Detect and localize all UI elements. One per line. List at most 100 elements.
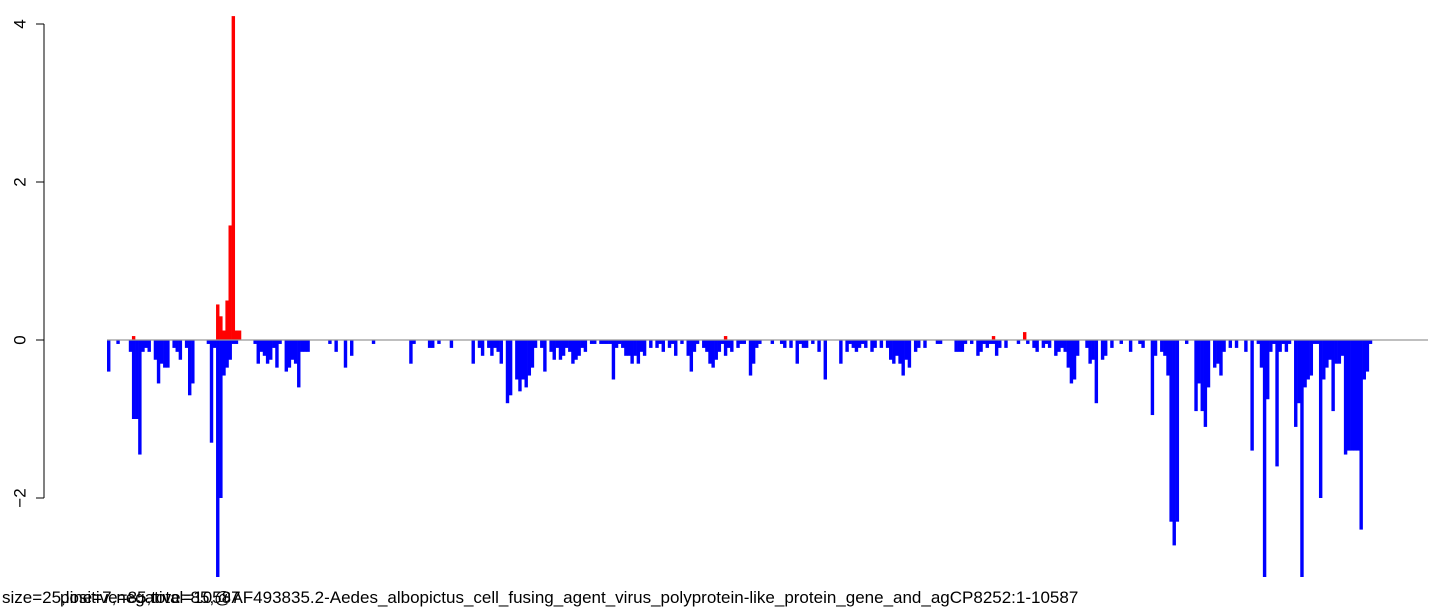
negative-bar bbox=[147, 340, 151, 352]
negative-bar bbox=[957, 340, 961, 352]
negative-bar bbox=[259, 340, 264, 352]
negative-bar bbox=[427, 340, 432, 348]
negative-bar bbox=[216, 340, 220, 577]
negative-bar bbox=[1004, 340, 1008, 348]
negative-bar bbox=[1100, 340, 1105, 360]
negative-bar bbox=[795, 340, 799, 364]
negative-bar bbox=[540, 340, 544, 348]
negative-bar bbox=[159, 340, 164, 364]
negative-bar bbox=[1259, 340, 1264, 368]
negative-bar bbox=[184, 340, 189, 348]
negative-bar bbox=[1032, 340, 1036, 348]
negative-bar bbox=[1138, 340, 1142, 344]
negative-bar bbox=[265, 340, 270, 364]
negative-bar bbox=[518, 340, 522, 392]
negative-bar bbox=[1318, 340, 1323, 498]
negative-bar bbox=[1265, 340, 1270, 400]
negative-bar bbox=[614, 340, 619, 348]
negative-bar bbox=[212, 340, 217, 348]
negative-bar bbox=[343, 340, 348, 368]
negative-bar bbox=[350, 340, 354, 356]
negative-bar bbox=[1088, 340, 1092, 364]
negative-bar bbox=[1197, 340, 1201, 384]
negative-bar bbox=[228, 340, 232, 360]
negative-bar bbox=[524, 340, 528, 388]
y-axis: −2 0 2 4 bbox=[11, 19, 45, 508]
negative-bar bbox=[770, 340, 775, 344]
negative-bar bbox=[328, 340, 332, 344]
positive-bar bbox=[1022, 332, 1027, 340]
negative-bar bbox=[1368, 340, 1373, 344]
negative-bar bbox=[1353, 340, 1357, 451]
negative-bar bbox=[1057, 340, 1061, 352]
negative-bar bbox=[275, 340, 279, 368]
negative-bar bbox=[1054, 340, 1058, 356]
positive-bar bbox=[228, 225, 232, 340]
negative-bar bbox=[621, 340, 625, 348]
negative-bar bbox=[686, 340, 690, 356]
negative-bar bbox=[1275, 340, 1279, 467]
negative-bar bbox=[1234, 340, 1239, 348]
negative-bar bbox=[627, 340, 631, 356]
negative-bar bbox=[960, 340, 965, 352]
negative-bar bbox=[817, 340, 821, 352]
negative-bar bbox=[552, 340, 556, 360]
negative-bar bbox=[658, 340, 662, 344]
negative-bar bbox=[755, 340, 759, 348]
negative-bars bbox=[107, 340, 1373, 577]
negative-bar bbox=[994, 340, 999, 356]
negative-bar bbox=[904, 340, 908, 360]
negative-bar bbox=[515, 340, 519, 380]
x-axis-label-overlap: positive=85,total=10587 bbox=[60, 588, 241, 607]
negative-bar bbox=[605, 340, 609, 344]
negative-bar bbox=[1347, 340, 1351, 451]
negative-bar bbox=[577, 340, 581, 356]
negative-bar bbox=[860, 340, 865, 344]
negative-bar bbox=[1047, 340, 1052, 348]
negative-bar bbox=[602, 340, 606, 344]
negative-bar bbox=[306, 340, 310, 352]
negative-bar bbox=[895, 340, 899, 356]
negative-bar bbox=[437, 340, 441, 344]
negative-bar bbox=[549, 340, 553, 352]
negative-bar bbox=[1340, 340, 1345, 356]
negative-bar bbox=[1213, 340, 1217, 368]
negative-bar bbox=[527, 340, 532, 376]
negative-bar bbox=[717, 340, 722, 352]
negative-bar bbox=[642, 340, 647, 356]
negative-bar bbox=[564, 340, 569, 348]
negative-bar bbox=[917, 340, 921, 348]
negative-bar bbox=[674, 340, 678, 356]
negative-bar bbox=[1250, 340, 1254, 451]
negative-bar bbox=[1072, 340, 1077, 380]
negative-bar bbox=[1075, 340, 1080, 356]
negative-bar bbox=[131, 340, 136, 419]
negative-bar bbox=[1343, 340, 1348, 455]
positive-bars bbox=[131, 16, 1027, 340]
negative-bar bbox=[297, 340, 301, 388]
negative-bar bbox=[555, 340, 560, 348]
negative-bar bbox=[206, 340, 211, 344]
negative-bar bbox=[287, 340, 292, 368]
y-tick-label: 0 bbox=[11, 335, 30, 344]
negative-bar bbox=[1337, 340, 1342, 364]
negative-bar bbox=[1153, 340, 1158, 356]
negative-bar bbox=[811, 340, 815, 344]
negative-bar bbox=[988, 340, 993, 344]
negative-bar bbox=[278, 340, 282, 344]
negative-bar bbox=[219, 340, 223, 498]
negative-bar bbox=[680, 340, 684, 344]
negative-bar bbox=[371, 340, 376, 344]
negative-bar bbox=[608, 340, 613, 344]
negative-bar bbox=[714, 340, 718, 360]
negative-bar bbox=[412, 340, 416, 344]
negative-bar bbox=[667, 340, 672, 348]
positive-bar bbox=[216, 304, 220, 340]
negative-bar bbox=[1222, 340, 1226, 352]
negative-bar bbox=[633, 340, 637, 356]
negative-bar bbox=[1060, 340, 1064, 348]
negative-bar bbox=[175, 340, 179, 352]
negative-bar bbox=[730, 340, 734, 352]
negative-bar bbox=[1297, 340, 1301, 404]
negative-bar bbox=[1169, 340, 1173, 522]
